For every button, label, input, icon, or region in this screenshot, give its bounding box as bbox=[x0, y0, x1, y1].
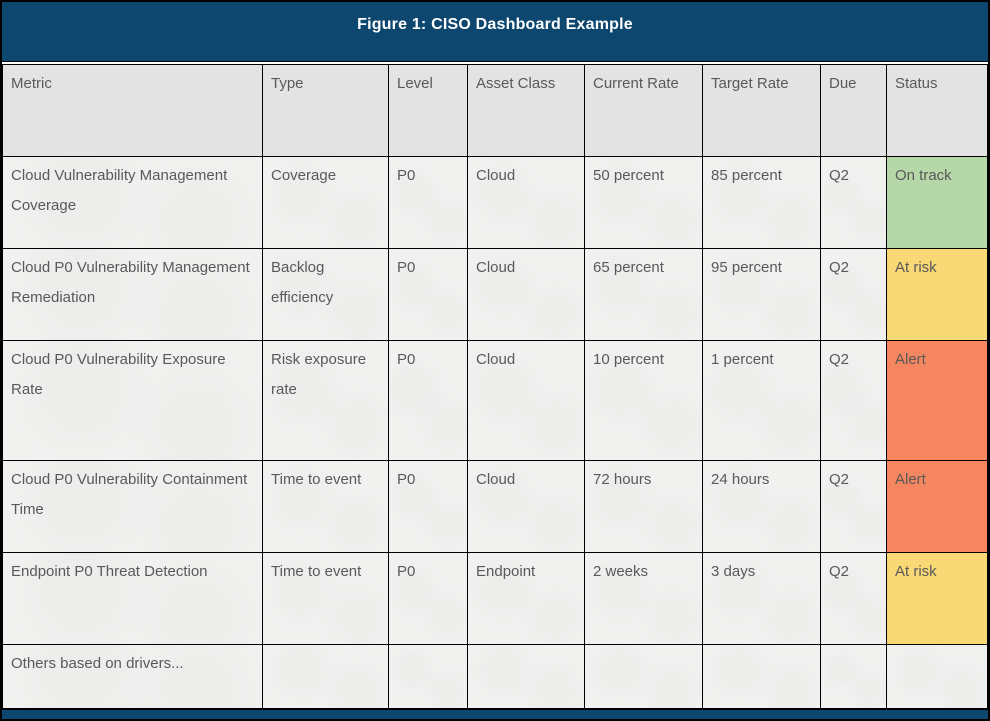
status-badge: On track bbox=[886, 156, 988, 249]
cell-current: 65 percent bbox=[584, 248, 703, 341]
cell-current: 10 percent bbox=[584, 340, 703, 461]
cell-target: 1 percent bbox=[702, 340, 821, 461]
cell-type: Time to event bbox=[262, 552, 389, 645]
status-badge: Alert bbox=[886, 460, 988, 553]
column-header-asset: Asset Class bbox=[467, 64, 585, 157]
cell-metric: Others based on drivers... bbox=[2, 644, 263, 709]
footer-bar bbox=[2, 709, 988, 719]
table-row: Others based on drivers... bbox=[2, 644, 988, 709]
cell-level: P0 bbox=[388, 460, 468, 553]
table-row: Cloud P0 Vulnerability Management Remedi… bbox=[2, 248, 988, 341]
cell-type bbox=[262, 644, 389, 709]
cell-current: 2 weeks bbox=[584, 552, 703, 645]
column-header-current: Current Rate bbox=[584, 64, 703, 157]
figure-title: Figure 1: CISO Dashboard Example bbox=[357, 16, 633, 33]
column-header-metric: Metric bbox=[2, 64, 263, 157]
column-header-status: Status bbox=[886, 64, 988, 157]
cell-target: 24 hours bbox=[702, 460, 821, 553]
cell-metric: Cloud P0 Vulnerability Exposure Rate bbox=[2, 340, 263, 461]
cell-metric: Cloud Vulnerability Management Coverage bbox=[2, 156, 263, 249]
cell-type: Time to event bbox=[262, 460, 389, 553]
title-table-divider bbox=[2, 62, 988, 64]
cell-due: Q2 bbox=[820, 340, 887, 461]
cell-level bbox=[388, 644, 468, 709]
cell-metric: Cloud P0 Vulnerability Management Remedi… bbox=[2, 248, 263, 341]
cell-target: 85 percent bbox=[702, 156, 821, 249]
cell-type: Risk exposure rate bbox=[262, 340, 389, 461]
cell-level: P0 bbox=[388, 156, 468, 249]
cell-type: Backlog efficiency bbox=[262, 248, 389, 341]
table-row: Cloud Vulnerability Management Coverage C… bbox=[2, 156, 988, 249]
status-badge: Alert bbox=[886, 340, 988, 461]
cell-asset: Cloud bbox=[467, 460, 585, 553]
cell-due: Q2 bbox=[820, 460, 887, 553]
cell-level: P0 bbox=[388, 248, 468, 341]
cell-asset: Endpoint bbox=[467, 552, 585, 645]
column-header-type: Type bbox=[262, 64, 389, 157]
cell-due: Q2 bbox=[820, 552, 887, 645]
cell-due bbox=[820, 644, 887, 709]
cell-current: 50 percent bbox=[584, 156, 703, 249]
table-row: Cloud P0 Vulnerability Exposure Rate Risk… bbox=[2, 340, 988, 461]
status-badge: At risk bbox=[886, 552, 988, 645]
title-bar: Figure 1: CISO Dashboard Example bbox=[2, 2, 988, 62]
cell-asset: Cloud bbox=[467, 340, 585, 461]
cell-level: P0 bbox=[388, 340, 468, 461]
table-row: Endpoint P0 Threat Detection Time to even… bbox=[2, 552, 988, 645]
cell-target: 3 days bbox=[702, 552, 821, 645]
status-badge: At risk bbox=[886, 248, 988, 341]
column-header-target: Target Rate bbox=[702, 64, 821, 157]
cell-type: Coverage bbox=[262, 156, 389, 249]
cell-asset bbox=[467, 644, 585, 709]
cell-target: 95 percent bbox=[702, 248, 821, 341]
column-header-level: Level bbox=[388, 64, 468, 157]
ciso-dashboard-table: Metric Type Level Asset Class Current Rate Ta… bbox=[2, 64, 988, 709]
cell-current bbox=[584, 644, 703, 709]
cell-metric: Endpoint P0 Threat Detection bbox=[2, 552, 263, 645]
cell-current: 72 hours bbox=[584, 460, 703, 553]
cell-asset: Cloud bbox=[467, 248, 585, 341]
cell-target bbox=[702, 644, 821, 709]
cell-status bbox=[886, 644, 988, 709]
table-body: Cloud Vulnerability Management Coverage C… bbox=[2, 156, 988, 709]
cell-due: Q2 bbox=[820, 156, 887, 249]
cell-due: Q2 bbox=[820, 248, 887, 341]
column-header-due: Due bbox=[820, 64, 887, 157]
header-row: Metric Type Level Asset Class Current Rate Ta… bbox=[2, 64, 988, 157]
table-row: Cloud P0 Vulnerability Containment Time T… bbox=[2, 460, 988, 553]
cell-level: P0 bbox=[388, 552, 468, 645]
cell-metric: Cloud P0 Vulnerability Containment Time bbox=[2, 460, 263, 553]
cell-asset: Cloud bbox=[467, 156, 585, 249]
